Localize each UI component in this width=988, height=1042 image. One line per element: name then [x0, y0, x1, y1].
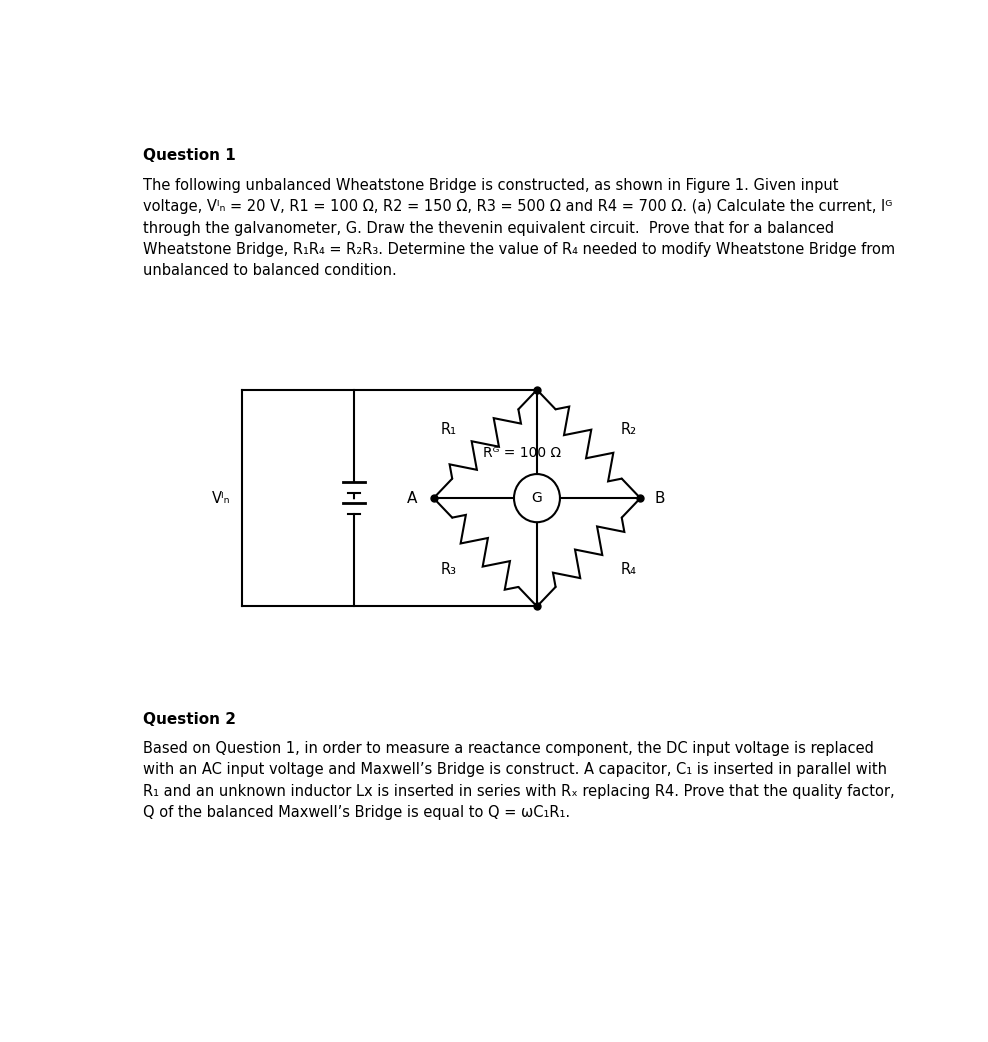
Text: Q of the balanced Maxwell’s Bridge is equal to Q = ωC₁R₁.: Q of the balanced Maxwell’s Bridge is eq… — [142, 805, 570, 820]
Text: Question 2: Question 2 — [142, 713, 236, 727]
Text: voltage, Vᴵₙ = 20 V, R1 = 100 Ω, R2 = 150 Ω, R3 = 500 Ω and R4 = 700 Ω. (a) Calc: voltage, Vᴵₙ = 20 V, R1 = 100 Ω, R2 = 15… — [142, 199, 892, 215]
Text: R₄: R₄ — [620, 563, 636, 577]
Text: Based on Question 1, in order to measure a reactance component, the DC input vol: Based on Question 1, in order to measure… — [142, 741, 873, 756]
Text: Rᴳ = 100 Ω: Rᴳ = 100 Ω — [482, 446, 561, 460]
Circle shape — [514, 474, 560, 522]
Text: R₃: R₃ — [441, 563, 456, 577]
Text: R₂: R₂ — [620, 422, 636, 437]
Text: A: A — [406, 491, 417, 505]
Text: with an AC input voltage and Maxwell’s Bridge is construct. A capacitor, C₁ is i: with an AC input voltage and Maxwell’s B… — [142, 763, 886, 777]
Text: Question 1: Question 1 — [142, 148, 235, 163]
Text: Wheatstone Bridge, R₁R₄ = R₂R₃. Determine the value of R₄ needed to modify Wheat: Wheatstone Bridge, R₁R₄ = R₂R₃. Determin… — [142, 242, 895, 256]
Text: B: B — [654, 491, 665, 505]
Text: G: G — [532, 491, 542, 505]
Text: R₁: R₁ — [441, 422, 456, 437]
Text: through the galvanometer, G. Draw the thevenin equivalent circuit.  Prove that f: through the galvanometer, G. Draw the th… — [142, 221, 834, 235]
Text: R₁ and an unknown inductor Lx is inserted in series with Rₓ replacing R4. Prove : R₁ and an unknown inductor Lx is inserte… — [142, 784, 894, 799]
Text: Vᴵₙ: Vᴵₙ — [212, 491, 230, 505]
Text: The following unbalanced Wheatstone Bridge is constructed, as shown in Figure 1.: The following unbalanced Wheatstone Brid… — [142, 178, 838, 193]
Text: unbalanced to balanced condition.: unbalanced to balanced condition. — [142, 263, 396, 278]
